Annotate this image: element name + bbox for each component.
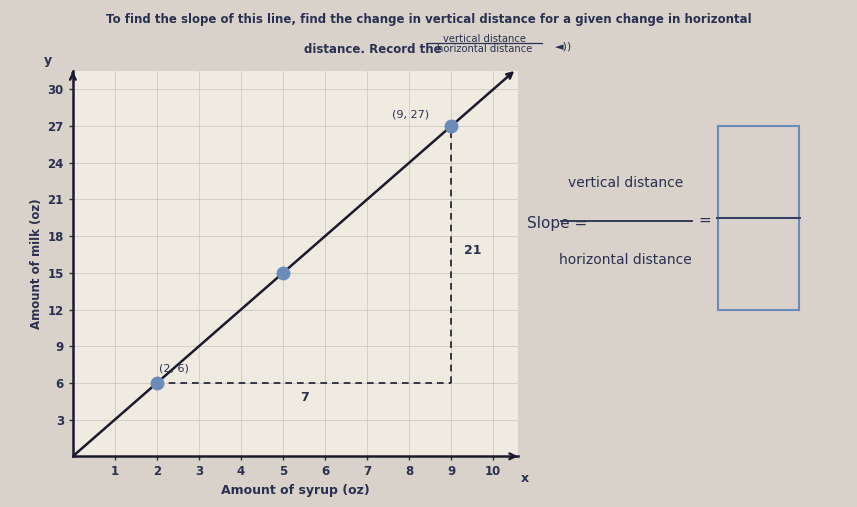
FancyBboxPatch shape <box>718 218 799 310</box>
Text: ◄)): ◄)) <box>555 42 572 52</box>
FancyBboxPatch shape <box>718 126 799 218</box>
Text: horizontal distance: horizontal distance <box>560 254 692 268</box>
Text: To find the slope of this line, find the change in vertical distance for a given: To find the slope of this line, find the… <box>105 13 752 26</box>
Y-axis label: Amount of milk (oz): Amount of milk (oz) <box>30 198 43 329</box>
Text: y: y <box>44 54 51 67</box>
X-axis label: Amount of syrup (oz): Amount of syrup (oz) <box>221 484 370 497</box>
Text: 21: 21 <box>464 244 482 258</box>
Text: Slope =: Slope = <box>527 215 587 231</box>
Text: distance. Record the: distance. Record the <box>304 43 442 56</box>
Text: horizontal distance: horizontal distance <box>436 44 532 54</box>
Text: 7: 7 <box>300 391 309 404</box>
Text: (9, 27): (9, 27) <box>393 110 429 120</box>
Text: vertical distance: vertical distance <box>443 34 525 45</box>
Text: vertical distance: vertical distance <box>568 176 683 190</box>
Text: x: x <box>521 472 529 485</box>
Text: =: = <box>698 213 711 228</box>
Text: (2, 6): (2, 6) <box>159 364 189 374</box>
